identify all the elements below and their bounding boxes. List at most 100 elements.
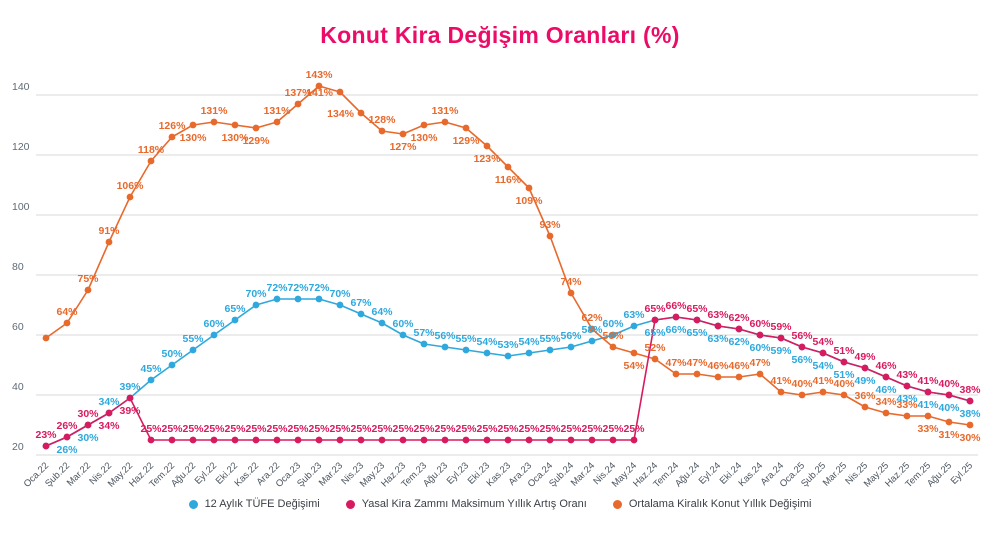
data-point	[672, 370, 680, 378]
data-point-label: 41%	[770, 375, 792, 387]
data-point	[483, 436, 491, 444]
data-point-label: 25%	[329, 423, 351, 435]
data-point	[84, 421, 92, 429]
data-point-label: 75%	[77, 273, 99, 285]
data-point	[483, 142, 491, 150]
data-point	[546, 232, 554, 240]
data-point-label: 130%	[411, 132, 439, 144]
data-point-label: 39%	[119, 405, 141, 417]
data-point-label: 64%	[371, 306, 393, 318]
y-tick-label: 60	[12, 321, 24, 333]
data-point	[378, 127, 386, 135]
y-tick-label: 140	[12, 81, 30, 93]
data-point-label: 40%	[938, 378, 960, 390]
data-point-label: 41%	[917, 375, 939, 387]
data-point-label: 118%	[138, 144, 165, 156]
data-point-label: 25%	[476, 423, 498, 435]
data-point-label: 38%	[959, 408, 981, 420]
legend-label-yasal-kira: Yasal Kira Zammı Maksimum Yıllık Artış O…	[361, 498, 587, 510]
data-point	[861, 403, 869, 411]
data-point-label: 56%	[434, 330, 456, 342]
data-point	[231, 121, 239, 129]
data-point-label: 54%	[518, 336, 540, 348]
data-point	[210, 331, 218, 339]
x-tick-label: Kas.23	[484, 460, 513, 489]
data-point-label: 126%	[159, 120, 187, 132]
data-point-label: 129%	[243, 135, 271, 147]
data-point-label: 93%	[539, 219, 561, 231]
data-point	[42, 442, 50, 450]
data-point	[903, 412, 911, 420]
data-point	[273, 118, 281, 126]
data-point-label: 74%	[560, 276, 582, 288]
data-point	[798, 343, 806, 351]
data-point	[168, 436, 176, 444]
data-point	[504, 163, 512, 171]
data-point	[294, 100, 302, 108]
data-point	[525, 436, 533, 444]
tufe-series-dot-icon	[188, 499, 198, 509]
data-point-label: 53%	[497, 339, 519, 351]
x-tick-label: Mar.22	[65, 460, 93, 488]
data-point-label: 63%	[707, 333, 729, 345]
data-point-label: 58%	[581, 324, 603, 336]
data-point-label: 43%	[896, 393, 918, 405]
data-point	[588, 436, 596, 444]
data-point-label: 31%	[938, 429, 960, 441]
data-point	[714, 373, 722, 381]
data-point	[672, 313, 680, 321]
data-point	[840, 358, 848, 366]
data-point-label: 40%	[791, 378, 813, 390]
data-point-label: 70%	[329, 288, 351, 300]
data-point-label: 64%	[56, 306, 78, 318]
data-point-label: 56%	[791, 354, 813, 366]
data-point	[567, 343, 575, 351]
data-point	[483, 349, 491, 357]
data-point	[840, 391, 848, 399]
data-point-label: 25%	[350, 423, 372, 435]
data-point	[378, 319, 386, 327]
data-point-label: 25%	[602, 423, 624, 435]
data-point-label: 65%	[686, 303, 708, 315]
data-point	[84, 286, 92, 294]
data-point	[735, 325, 743, 333]
data-point	[63, 433, 71, 441]
data-point	[399, 130, 407, 138]
data-point-label: 25%	[161, 423, 183, 435]
data-point	[609, 343, 617, 351]
data-point-label: 60%	[203, 318, 225, 330]
data-point	[126, 394, 134, 402]
data-point	[252, 124, 260, 132]
data-point	[441, 343, 449, 351]
data-point	[630, 436, 638, 444]
data-point-label: 34%	[98, 420, 120, 432]
data-point-label: 47%	[665, 357, 687, 369]
data-point	[336, 88, 344, 96]
data-point-label: 54%	[812, 336, 834, 348]
data-point	[420, 340, 428, 348]
data-point	[189, 121, 197, 129]
data-point	[210, 118, 218, 126]
data-point-label: 72%	[308, 282, 330, 294]
data-point-label: 130%	[180, 132, 208, 144]
data-point	[231, 436, 239, 444]
data-point	[105, 409, 113, 417]
data-point	[693, 370, 701, 378]
data-point-label: 54%	[623, 360, 645, 372]
data-point-label: 30%	[959, 432, 981, 444]
data-point-label: 109%	[516, 195, 544, 207]
data-point-label: 39%	[119, 381, 141, 393]
legend-item-konut: Ortalama Kiralık Konut Yıllık Değişimi	[612, 498, 811, 510]
data-point-label: 25%	[539, 423, 561, 435]
data-point	[819, 388, 827, 396]
data-point-label: 25%	[182, 423, 204, 435]
data-point-label: 50%	[161, 348, 183, 360]
data-point	[105, 238, 113, 246]
data-point-label: 26%	[56, 444, 78, 456]
data-point-label: 91%	[98, 225, 120, 237]
data-point-label: 62%	[728, 336, 750, 348]
legend-item-yasal-kira: Yasal Kira Zammı Maksimum Yıllık Artış O…	[345, 498, 587, 510]
data-point-label: 30%	[77, 408, 99, 420]
